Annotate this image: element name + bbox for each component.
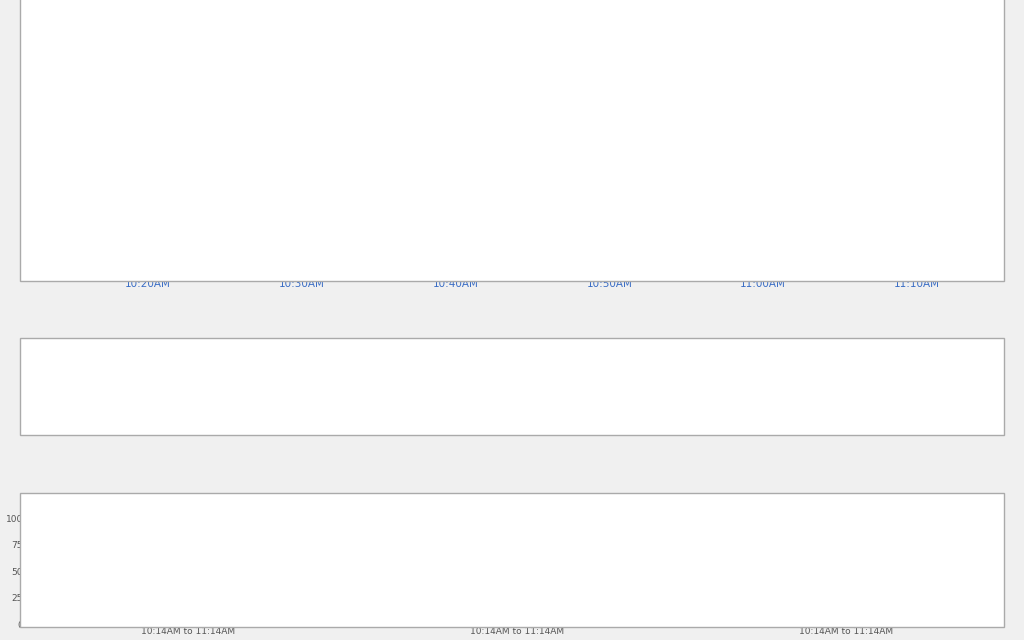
- Bar: [728, 248, 798, 274]
- X-axis label: 10:14AM to 11:14AM: 10:14AM to 11:14AM: [470, 627, 564, 636]
- Bar: [267, 194, 337, 221]
- Bar: [574, 194, 644, 248]
- Text: 🏃: 🏃: [83, 392, 95, 411]
- X-axis label: 10:14AM to 11:14AM: 10:14AM to 11:14AM: [140, 627, 234, 636]
- Bar: [267, 140, 337, 194]
- Text: Long Running (Average): Long Running (Average): [307, 34, 441, 44]
- Text: Show active sessions: Show active sessions: [361, 404, 473, 414]
- Text: Currently Blocked Sessions: Currently Blocked Sessions: [659, 381, 810, 391]
- Bar: [574, 248, 644, 274]
- Text: 🚫: 🚫: [575, 392, 586, 410]
- Bar: [114, 167, 182, 194]
- FancyBboxPatch shape: [20, 341, 1004, 367]
- Text: Currently Active Sessions: Currently Active Sessions: [168, 381, 309, 391]
- Text: Resources: Resources: [480, 500, 544, 514]
- Bar: [421, 167, 490, 194]
- FancyBboxPatch shape: [20, 61, 1004, 86]
- FancyBboxPatch shape: [531, 376, 630, 426]
- Bar: [267, 113, 337, 140]
- Bar: [267, 221, 337, 274]
- Bar: [114, 194, 182, 221]
- Bar: [114, 221, 182, 274]
- Bar: [883, 248, 951, 274]
- FancyBboxPatch shape: [31, 372, 493, 430]
- FancyBboxPatch shape: [276, 20, 473, 59]
- FancyBboxPatch shape: [40, 376, 138, 426]
- Title: SQL Disk Write Latency: SQL Disk Write Latency: [785, 506, 907, 516]
- Bar: [574, 167, 644, 194]
- Title: Page Life Expectancy: Page Life Expectancy: [462, 506, 572, 516]
- Bar: [883, 221, 951, 248]
- FancyBboxPatch shape: [20, 20, 276, 59]
- Text: 0: 0: [659, 400, 673, 419]
- Bar: [574, 140, 644, 167]
- FancyBboxPatch shape: [473, 20, 630, 59]
- Text: Show blocked sessions: Show blocked sessions: [855, 404, 974, 414]
- Text: Queries causing the most user wait time in the last hour (sum of all execution t: Queries causing the most user wait time …: [290, 68, 734, 79]
- Bar: [728, 221, 798, 248]
- Bar: [574, 113, 644, 140]
- Bar: [421, 248, 490, 274]
- X-axis label: 10:14AM to 11:14AM: 10:14AM to 11:14AM: [800, 627, 894, 636]
- Title: O/S CPU Utilization (%): O/S CPU Utilization (%): [128, 506, 248, 516]
- Bar: [574, 86, 644, 113]
- Bar: [421, 194, 490, 248]
- Text: Sessions: Sessions: [485, 348, 539, 360]
- Text: Most Executed: Most Executed: [510, 34, 592, 44]
- FancyBboxPatch shape: [522, 372, 984, 430]
- Text: 0: 0: [168, 400, 181, 419]
- Bar: [728, 194, 798, 221]
- Y-axis label: Seconds: Seconds: [41, 157, 51, 204]
- FancyBboxPatch shape: [20, 496, 1004, 518]
- Bar: [267, 86, 337, 113]
- Text: Highest Total Execution Time: Highest Total Execution Time: [57, 34, 240, 44]
